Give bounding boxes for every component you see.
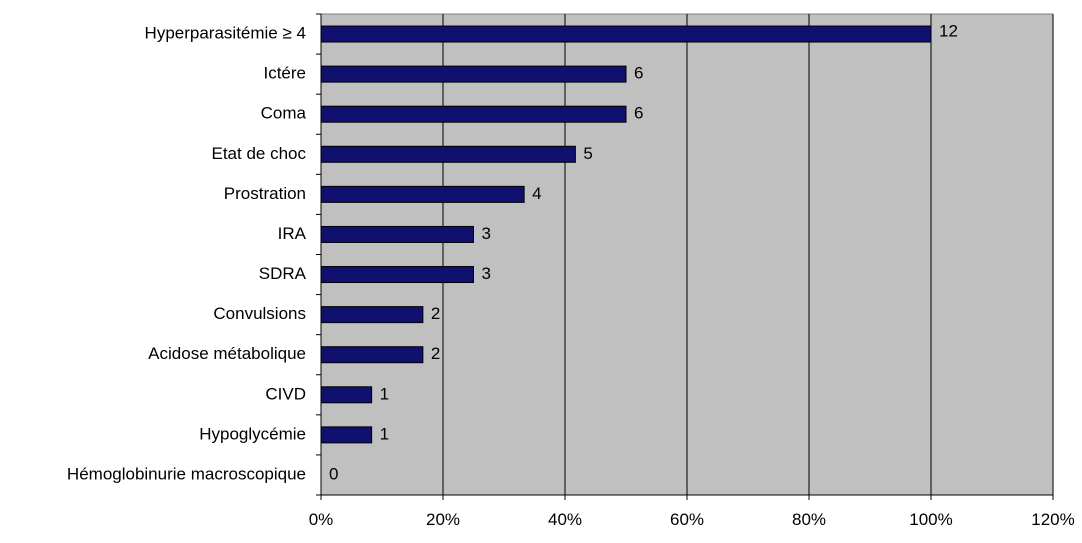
- data-label: 0: [329, 464, 338, 483]
- data-label: 6: [634, 104, 643, 123]
- gridlines: [442, 14, 1054, 495]
- data-label: 12: [939, 22, 958, 41]
- x-axis-ticks: 0% 20% 40% 60% 80% 100% 120%: [309, 494, 1075, 529]
- data-label: 1: [380, 384, 389, 403]
- bar: [320, 65, 627, 83]
- bars: [320, 25, 932, 444]
- x-tick-label: 60%: [670, 510, 704, 529]
- data-label: 1: [380, 424, 389, 443]
- bar: [320, 346, 424, 364]
- x-tick-label: 0%: [309, 510, 334, 529]
- data-label: 3: [482, 224, 491, 243]
- data-label: 3: [482, 264, 491, 283]
- data-label: 6: [634, 64, 643, 83]
- bar: [320, 306, 424, 324]
- x-tick-label: 100%: [909, 510, 952, 529]
- category-label: CIVD: [265, 384, 306, 403]
- data-labels: 12 6 6 5 4 3 3 2 2 1 1 0: [329, 22, 958, 484]
- data-label: 5: [583, 144, 592, 163]
- category-label: Acidose métabolique: [148, 344, 306, 363]
- bar: [320, 225, 474, 243]
- category-label: Hypoglycémie: [199, 424, 306, 443]
- category-labels: Hyperparasitémie ≥ 4 Ictére Coma Etat de ch…: [67, 24, 307, 484]
- bar: [320, 105, 627, 123]
- x-tick-label: 120%: [1031, 510, 1074, 529]
- x-tick-label: 80%: [792, 510, 826, 529]
- bar: [320, 25, 932, 43]
- category-label: Hyperparasitémie ≥ 4: [145, 24, 306, 43]
- category-label: Hémoglobinurie macroscopique: [67, 464, 306, 483]
- data-label: 4: [532, 184, 541, 203]
- data-label: 2: [431, 344, 440, 363]
- bar: [320, 145, 576, 163]
- category-label: IRA: [278, 224, 307, 243]
- bar: [320, 386, 373, 404]
- bar: [320, 266, 474, 284]
- category-label: Prostration: [224, 184, 306, 203]
- category-label: Convulsions: [213, 304, 306, 323]
- category-label: Ictére: [263, 64, 306, 83]
- x-tick-label: 20%: [426, 510, 460, 529]
- y-axis: [316, 13, 322, 496]
- data-label: 2: [431, 304, 440, 323]
- bar: [320, 426, 373, 444]
- category-label: Coma: [261, 104, 307, 123]
- category-label: SDRA: [259, 264, 307, 283]
- x-tick-label: 40%: [548, 510, 582, 529]
- category-label: Etat de choc: [211, 144, 306, 163]
- bar: [320, 185, 525, 203]
